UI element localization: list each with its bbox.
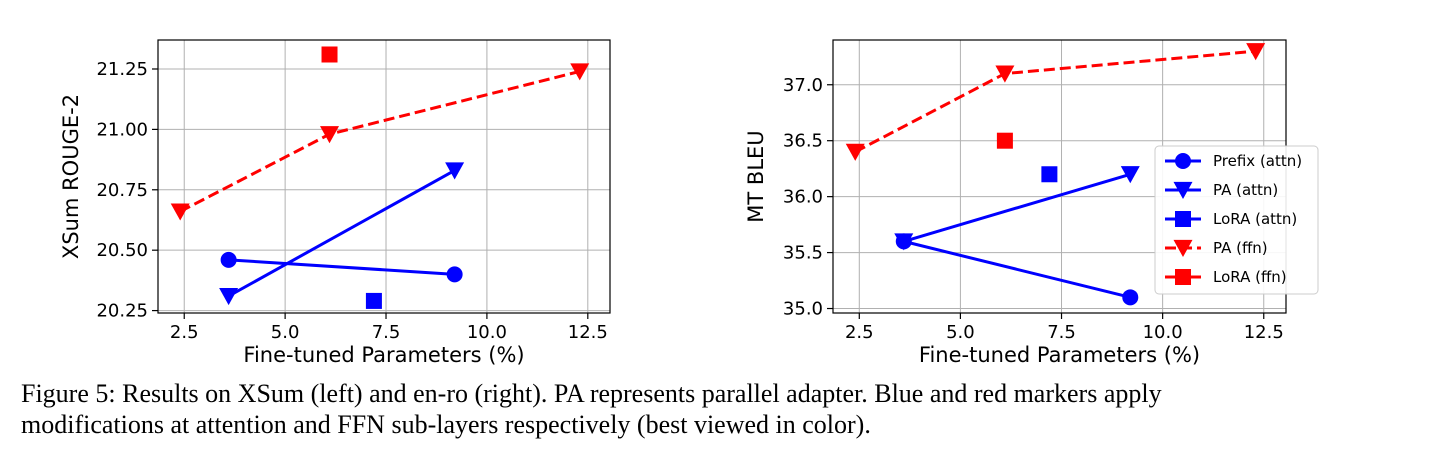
x-axis-label: Fine-tuned Parameters (%) xyxy=(919,343,1200,367)
data-point xyxy=(365,292,382,309)
legend-marker xyxy=(1173,181,1193,200)
y-tick-label: 35.5 xyxy=(783,243,823,264)
caption-line-2: modifications at attention and FFN sub-l… xyxy=(21,410,871,439)
data-point xyxy=(996,132,1013,149)
legend-label: LoRA (ffn) xyxy=(1213,268,1287,286)
y-tick-label: 36.5 xyxy=(783,131,823,152)
legend-marker xyxy=(1175,269,1191,285)
caption-line-1: Figure 5: Results on XSum (left) and en-… xyxy=(21,379,1162,408)
data-point xyxy=(219,288,239,306)
data-point xyxy=(894,233,914,251)
chart-2: 2.5 5.0 7.5 10.0 12.5 35.0 35.5 36.0 36.5 37.0 Fin… xyxy=(744,39,1319,367)
data-point xyxy=(220,251,237,268)
figure-caption: Figure 5: Results on XSum (left) and en-… xyxy=(21,378,1441,440)
legend-box xyxy=(1154,145,1319,295)
data-point xyxy=(570,63,590,81)
chart-1: 2.5 5.0 7.5 10.0 12.5 20.25 20.50 20.75 21.00 21.… xyxy=(59,39,611,367)
y-axis-label: XSum ROUGE-2 xyxy=(59,94,83,259)
y-tick-label: 20.50 xyxy=(96,240,148,261)
data-point xyxy=(995,65,1015,83)
data-point xyxy=(1041,166,1058,183)
y-tick-label: 37.0 xyxy=(783,75,823,96)
data-point xyxy=(1122,289,1139,306)
plot-frame xyxy=(157,39,611,314)
legend-label: PA (ffn) xyxy=(1213,239,1268,257)
series-line xyxy=(228,258,455,276)
y-axis-label: MT BLEU xyxy=(744,130,768,222)
legend: Prefix (attn) PA (attn) LoRA (attn) PA (ffn… xyxy=(1154,145,1319,295)
x-tick-label: 2.5 xyxy=(845,322,874,343)
x-axis-label: Fine-tuned Parameters (%) xyxy=(243,343,524,367)
data-point xyxy=(445,162,465,180)
y-tick-label: 20.75 xyxy=(96,180,148,201)
y-tick-label: 35.0 xyxy=(783,299,823,320)
y-tick-label: 21.25 xyxy=(96,59,148,80)
x-tick-label: 5.0 xyxy=(271,322,300,343)
grid-lines xyxy=(158,40,610,313)
data-point xyxy=(845,143,865,161)
series-line xyxy=(903,172,1131,243)
data-point xyxy=(446,266,463,283)
x-tick-label: 5.0 xyxy=(946,322,975,343)
legend-label: PA (attn) xyxy=(1213,181,1278,199)
data-point xyxy=(1120,166,1140,184)
x-tick-label: 7.5 xyxy=(1047,322,1076,343)
legend-marker xyxy=(1173,239,1193,258)
y-tick-label: 21.00 xyxy=(96,119,148,140)
legend-marker xyxy=(1175,211,1191,227)
series-line xyxy=(903,239,1131,299)
data-point xyxy=(170,203,190,221)
legend-label: Prefix (attn) xyxy=(1213,152,1302,170)
x-tick-label: 10.0 xyxy=(1143,322,1183,343)
figure-charts: 2.5 5.0 7.5 10.0 12.5 20.25 20.50 20.75 21.00 21.… xyxy=(59,39,1319,367)
x-tick-label: 7.5 xyxy=(372,322,401,343)
legend-marker xyxy=(1175,153,1191,169)
x-tick-label: 10.0 xyxy=(467,322,507,343)
y-tick-label: 20.25 xyxy=(96,301,148,322)
data-point xyxy=(1246,43,1266,61)
data-point xyxy=(320,126,340,144)
series-line xyxy=(854,49,1256,154)
series-line xyxy=(227,169,456,298)
series-line xyxy=(179,69,581,213)
y-tick-label: 36.0 xyxy=(783,187,823,208)
legend-label: LoRA (attn) xyxy=(1213,210,1297,228)
x-tick-label: 12.5 xyxy=(568,322,608,343)
x-tick-label: 12.5 xyxy=(1244,322,1284,343)
x-tick-label: 2.5 xyxy=(170,322,199,343)
data-point xyxy=(321,46,338,63)
